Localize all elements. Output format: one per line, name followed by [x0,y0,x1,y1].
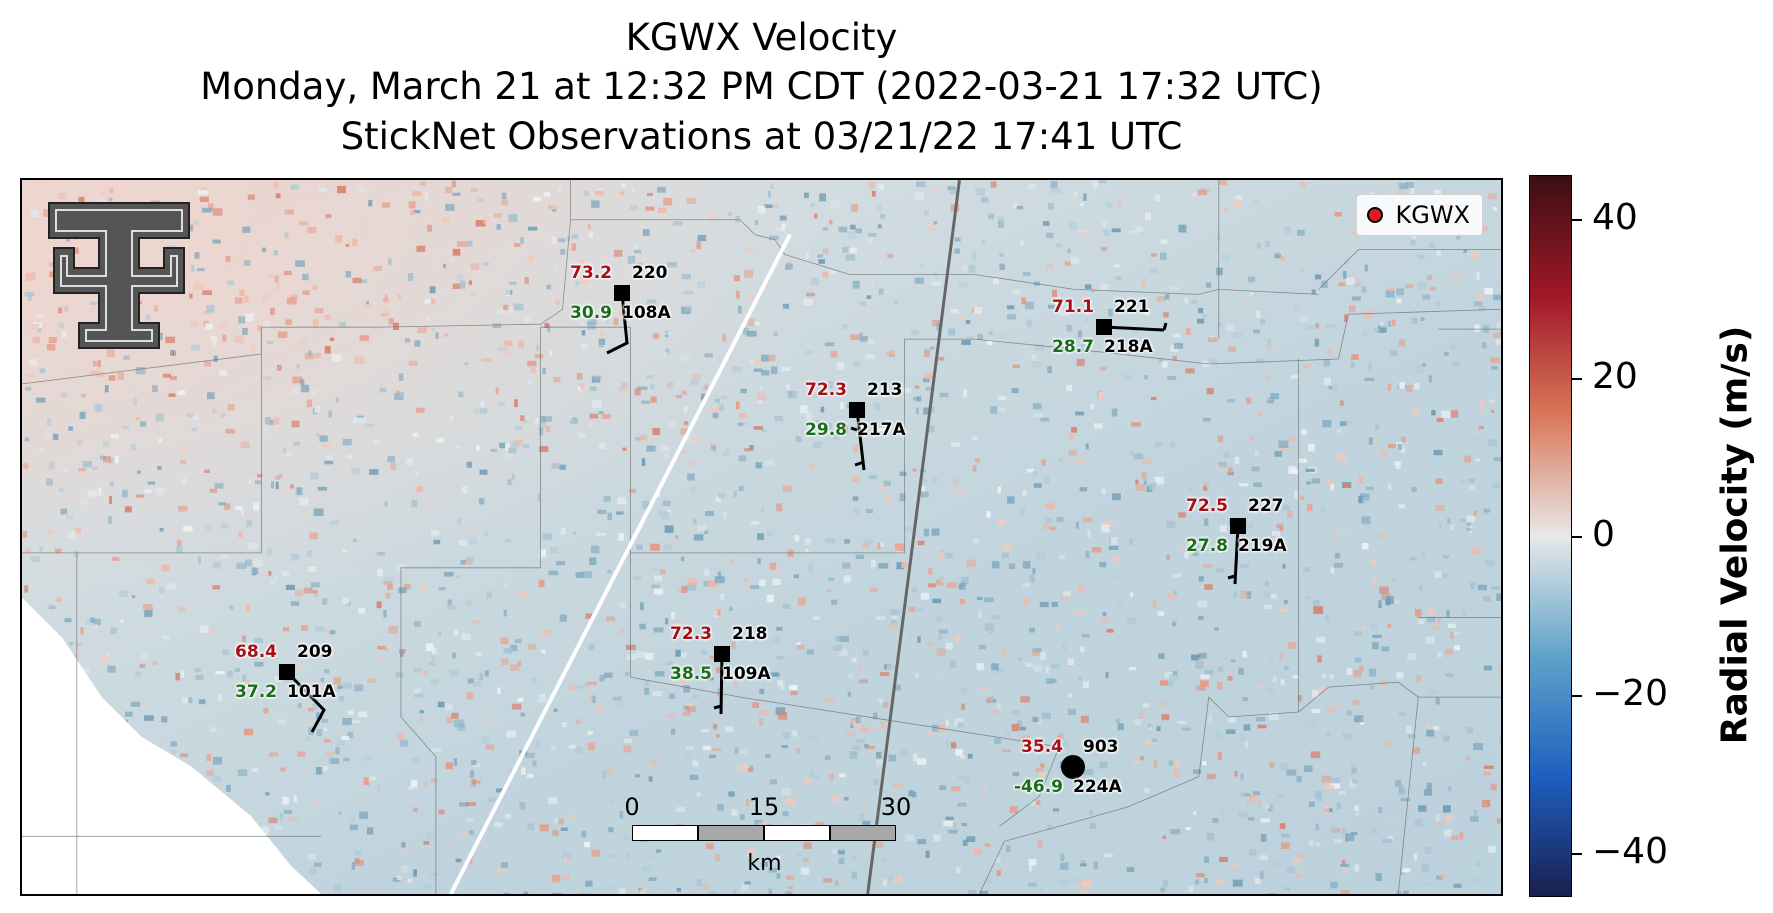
svg-text:®: ® [169,349,177,358]
colorbar-tick [1572,536,1582,538]
station-name: 217A [857,420,906,440]
colorbar-title: Radial Velocity (m/s) [1714,325,1756,745]
velocity-colorbar [1529,175,1572,897]
chart-subtitle-time: Monday, March 21 at 12:32 PM CDT (2022-0… [200,65,1323,108]
station-dewpoint: 37.2 [235,682,277,702]
highway-line [866,180,961,894]
station-dewpoint: 30.9 [570,303,612,323]
scale-tick-label: 0 [624,793,640,821]
colorbar-tick [1572,219,1582,221]
station-direction: 218 [732,624,768,644]
colorbar-tick-label: 0 [1592,514,1615,555]
chart-subtitle-observations: StickNet Observations at 03/21/22 17:41 … [340,115,1183,158]
beam-blockage-line [449,233,792,894]
station-dewpoint: 38.5 [670,664,712,684]
colorbar-tick [1572,378,1582,380]
scale-tick-label: 30 [880,793,912,821]
station-dewpoint: -46.9 [1014,777,1063,797]
station-direction: 227 [1248,496,1284,516]
station-dewpoint: 29.8 [805,420,847,440]
station-marker [1230,518,1246,534]
station-temperature: 71.1 [1052,297,1094,317]
county-boundaries [22,180,1501,894]
station-name: 219A [1238,536,1287,556]
station-temperature: 35.4 [1021,737,1063,757]
station-temperature: 68.4 [235,642,277,662]
radar-velocity-field [22,180,1501,894]
wind-barb-icon [1103,322,1168,332]
station-marker [279,664,295,680]
no-data-region [22,597,322,894]
station-marker [849,402,865,418]
station-temperature: 73.2 [570,263,612,283]
station-marker [1096,319,1112,335]
station-direction: 213 [867,380,903,400]
colorbar-tick [1572,695,1582,697]
wind-barb-icon [713,653,724,715]
station-name: 101A [287,682,336,702]
station-dewpoint: 27.8 [1186,536,1228,556]
map-legend: KGWX [1356,194,1483,236]
station-direction: 220 [632,263,668,283]
station-temperature: 72.3 [670,624,712,644]
colorbar-tick-label: 40 [1592,197,1638,238]
station-temperature: 72.3 [805,380,847,400]
colorbar-tick-label: 20 [1592,356,1638,397]
colorbar-tick-label: −40 [1592,831,1668,872]
scale-unit: km [747,851,782,876]
chart-title: KGWX Velocity [625,16,898,59]
scale-segment [830,825,896,841]
wind-barb-icon [606,292,629,355]
station-name: 108A [622,303,671,323]
station-direction: 221 [1114,297,1150,317]
station-name: 218A [1104,337,1153,357]
station-marker [714,646,730,662]
texas-tech-double-t-logo: ® [48,202,190,358]
station-marker [614,285,630,301]
wind-barb-icon [285,670,326,733]
colorbar-tick-label: −20 [1592,673,1668,714]
station-direction: 903 [1083,737,1119,757]
scale-segment [764,825,830,841]
scale-bar: 0 15 30 km [624,793,911,893]
station-name: 224A [1073,777,1122,797]
radar-map: KGWX ® 73.2 220 30.9 108A 72.3 213 29.8 … [20,178,1503,896]
wind-barb-icon [850,409,866,471]
radar-site-marker-icon [1367,207,1384,223]
station-name: 109A [722,664,771,684]
station-dewpoint: 28.7 [1052,337,1094,357]
station-marker [1061,755,1085,779]
wind-barb-icon [1227,525,1240,585]
legend-label: KGWX [1395,201,1470,229]
scale-tick-label: 15 [748,793,780,821]
station-temperature: 72.5 [1186,496,1228,516]
station-direction: 209 [297,642,333,662]
scale-segment [632,825,698,841]
scale-segment [698,825,764,841]
colorbar-tick [1572,853,1582,855]
